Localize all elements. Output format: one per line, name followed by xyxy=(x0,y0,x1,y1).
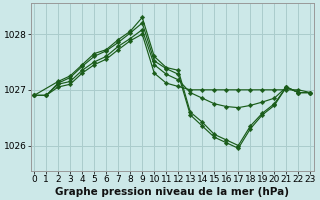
X-axis label: Graphe pression niveau de la mer (hPa): Graphe pression niveau de la mer (hPa) xyxy=(55,187,289,197)
